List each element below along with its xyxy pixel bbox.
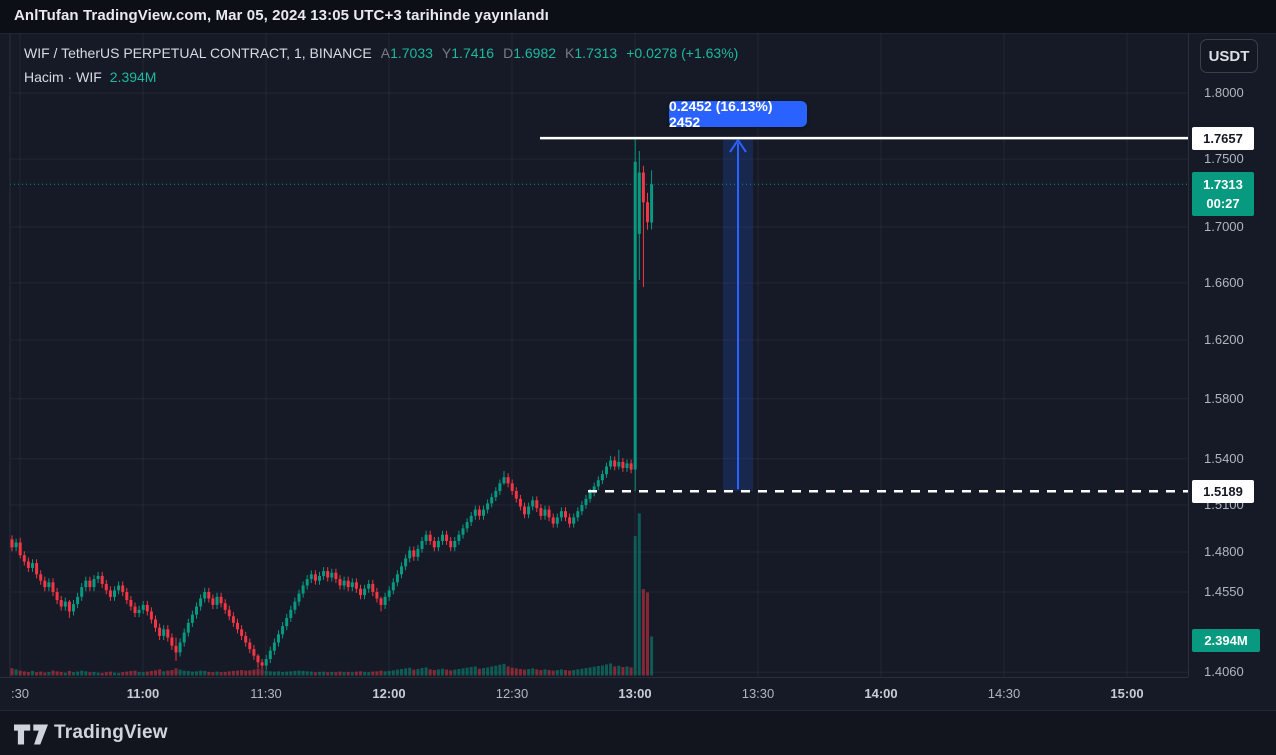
price-tick-label: 1.4550: [1204, 584, 1244, 599]
price-tick-label: 1.5400: [1204, 451, 1244, 466]
price-tick-label: 1.5800: [1204, 391, 1244, 406]
low-label: D: [503, 45, 514, 61]
low-line-price-label: 1.5189: [1192, 480, 1254, 503]
time-tick-label: 12:30: [495, 686, 529, 701]
footer-bar: TradingView: [0, 710, 1276, 755]
volume-axis-label: 2.394M: [1192, 629, 1260, 652]
last-price-label: 1.7313 00:27: [1192, 172, 1254, 216]
high-value: 1.7416: [451, 45, 495, 61]
time-tick-label: 12:00: [372, 686, 406, 701]
price-tick-label: 1.6200: [1204, 332, 1244, 347]
volume-study-label[interactable]: Hacim · WIF: [24, 69, 102, 85]
volume-study-value: 2.394M: [109, 69, 157, 85]
measure-tool-label[interactable]: 0.2452 (16.13%) 2452: [669, 98, 807, 130]
tradingview-logo-icon[interactable]: [14, 722, 48, 747]
price-axis[interactable]: 1.7657 1.7313 00:27 1.5189 2.394M 1.8000…: [1188, 33, 1276, 679]
time-tick-label: 15:00: [1110, 686, 1144, 701]
time-tick-label: 14:30: [987, 686, 1021, 701]
time-axis[interactable]: :30 11:00 11:30 12:00 12:30 13:00 13:30 14:00 14…: [0, 677, 1188, 711]
open-label: A: [380, 45, 391, 61]
attribution-bar: AnlTufan TradingView.com, Mar 05, 2024 1…: [0, 0, 1276, 34]
price-tick-label: 1.7000: [1204, 219, 1244, 234]
symbol-title[interactable]: WIF / TetherUS PERPETUAL CONTRACT, 1, BI…: [24, 45, 372, 61]
high-line-price-label: 1.7657: [1192, 127, 1254, 150]
time-tick-label: 11:00: [126, 686, 160, 701]
time-tick-label: :30: [10, 686, 30, 701]
close-value: 1.7313: [574, 45, 618, 61]
change-value: +0.0278 (+1.63%): [626, 45, 739, 61]
last-price-value: 1.7313: [1203, 177, 1243, 192]
close-label: K: [565, 45, 575, 61]
time-tick-label: 14:00: [864, 686, 898, 701]
time-tick-label: 13:00: [618, 686, 652, 701]
price-tick-label: 1.4060: [1204, 664, 1244, 679]
attribution-text: AnlTufan TradingView.com, Mar 05, 2024 1…: [14, 7, 549, 24]
time-tick-label: 13:30: [741, 686, 775, 701]
tradingview-wordmark[interactable]: TradingView: [54, 722, 168, 743]
currency-toggle-button[interactable]: USDT: [1200, 39, 1258, 73]
low-value: 1.6982: [513, 45, 557, 61]
high-label: Y: [441, 45, 452, 61]
price-tick-label: 1.7500: [1204, 151, 1244, 166]
price-tick-label: 1.6600: [1204, 275, 1244, 290]
time-tick-label: 11:30: [250, 686, 282, 701]
chart-legend: WIF / TetherUS PERPETUAL CONTRACT, 1, BI…: [24, 44, 738, 87]
price-tick-label: 1.4800: [1204, 544, 1244, 559]
open-value: 1.7033: [390, 45, 433, 61]
price-tick-label: 1.8000: [1204, 85, 1244, 100]
bar-countdown: 00:27: [1206, 196, 1240, 211]
